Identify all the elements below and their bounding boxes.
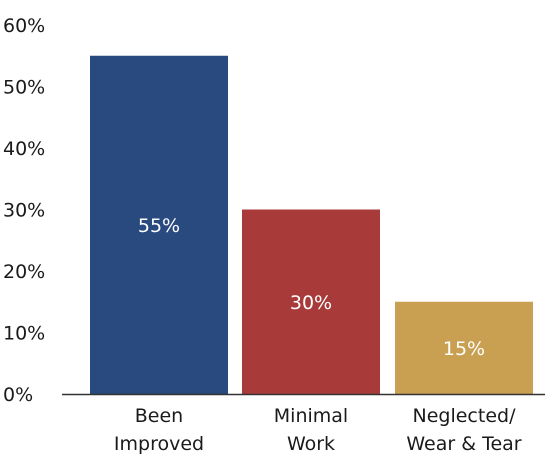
y-tick-label: 10% [3,323,45,345]
x-axis: Been Improved Minimal Work Neglected/Wear & … [62,393,545,455]
y-tick-label: 50% [3,77,45,99]
y-tick-label: 30% [3,200,45,222]
bar [395,301,533,394]
y-tick-label: 40% [3,138,45,160]
y-tick-label: 60% [3,15,45,37]
x-category-label: Been Improved [114,405,204,455]
bar-data-label: 15% [443,338,485,360]
x-category-label: Neglected/Wear & Tear [406,405,521,455]
y-axis: 0% 10% 20% 30% 40% 50% 60% [3,15,45,406]
bars: 55% 30% 15% [90,55,533,394]
bar [242,209,380,394]
bar [90,55,228,394]
bar-data-label: 55% [138,215,180,237]
y-tick-label: 0% [3,384,33,406]
y-tick-label: 20% [3,261,45,283]
x-category-label: Minimal Work [274,405,348,455]
bar-data-label: 30% [290,292,332,314]
